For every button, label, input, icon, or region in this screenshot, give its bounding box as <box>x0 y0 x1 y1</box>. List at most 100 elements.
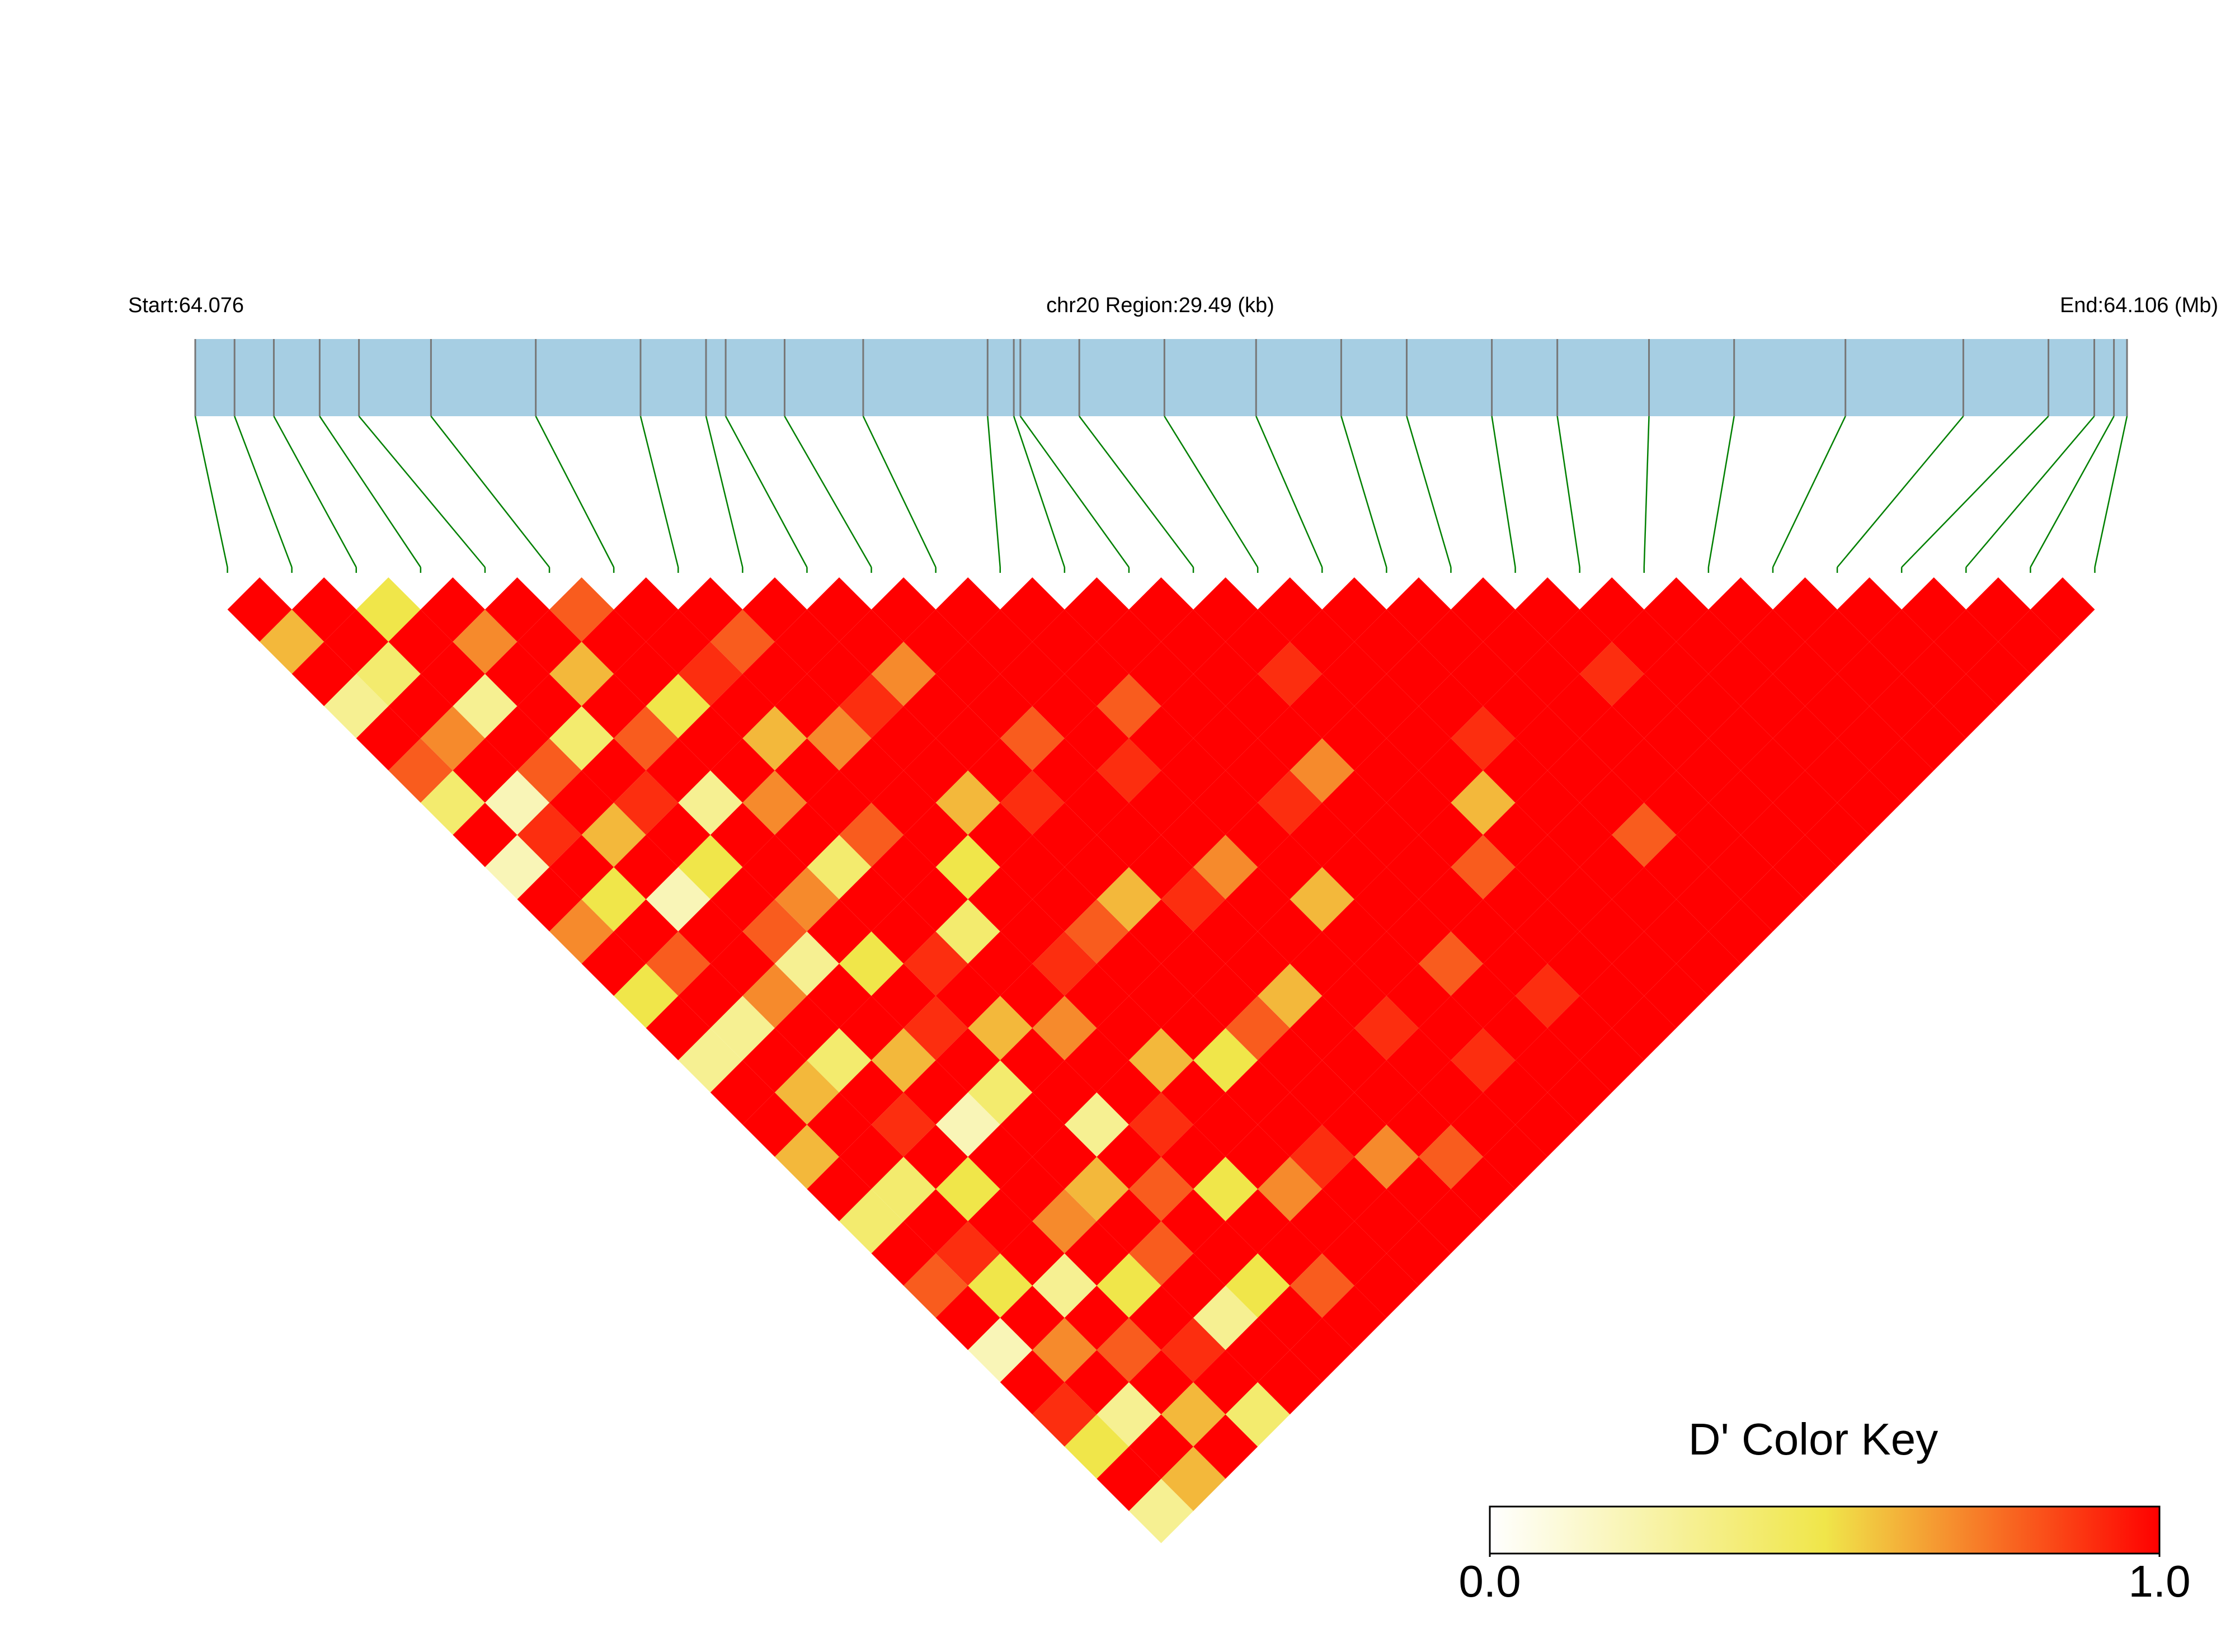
snp-link <box>430 416 550 568</box>
ld-cell <box>1805 609 1870 674</box>
snp-link <box>1164 416 1259 568</box>
ld-cell <box>581 867 646 932</box>
ld-cell <box>1161 1382 1226 1447</box>
ld-cell <box>1579 770 1644 835</box>
ld-cell <box>1258 963 1323 1028</box>
ld-cell <box>1225 1253 1290 1318</box>
ld-cell <box>742 770 807 835</box>
key-tick-label: 0.0 <box>1458 1556 1521 1606</box>
ld-cell <box>1128 706 1194 771</box>
ld-cell <box>678 1028 743 1093</box>
ld-cell <box>1161 1124 1226 1189</box>
ld-cell <box>871 1221 936 1286</box>
ld-cell <box>1354 1189 1419 1254</box>
ld-cell <box>1290 609 1354 674</box>
snp-link <box>1772 416 1846 568</box>
ld-cell <box>839 1124 904 1189</box>
ld-cell <box>1451 706 1516 771</box>
ld-cell <box>517 609 582 674</box>
ld-cell <box>1579 642 1644 707</box>
snp-link <box>1491 416 1516 568</box>
ld-cell <box>678 899 743 964</box>
ld-cell <box>968 1189 1033 1254</box>
ld-cell <box>1128 1028 1194 1093</box>
ld-cell <box>1386 577 1451 642</box>
ld-cell <box>904 1060 968 1125</box>
ld-cell <box>1258 1286 1323 1350</box>
ld-cell <box>839 609 904 674</box>
snp-link <box>319 416 421 568</box>
ld-cell <box>420 642 485 707</box>
ld-cell <box>1128 1092 1194 1157</box>
ld-cell <box>1064 1286 1129 1350</box>
ld-cell <box>1483 996 1548 1061</box>
ld-cell <box>2030 577 2095 642</box>
ld-cell <box>1097 1382 1161 1447</box>
ld-cell <box>839 674 904 738</box>
ld-cell <box>1258 1156 1323 1221</box>
ld-cell <box>1708 899 1773 964</box>
ld-cell <box>742 899 807 964</box>
ld-cell <box>1644 835 1709 900</box>
ld-cell <box>1933 609 1998 674</box>
ld-cell <box>1225 1317 1290 1382</box>
ld-cell <box>1032 1124 1097 1189</box>
ld-cell <box>356 577 421 642</box>
ld-cell <box>1128 1350 1194 1415</box>
ld-cell <box>1483 1060 1548 1125</box>
ld-cell <box>549 577 614 642</box>
ld-cell <box>1451 835 1516 900</box>
color-key <box>1489 1505 2161 1555</box>
snp-link <box>358 416 486 568</box>
snp-link <box>784 416 872 568</box>
ld-cell <box>1225 738 1290 803</box>
ld-cell <box>1547 931 1612 996</box>
ld-cell <box>1386 770 1451 835</box>
ld-cell <box>1290 1189 1354 1254</box>
ld-cell <box>453 609 517 674</box>
snp-link <box>1965 416 2095 568</box>
ld-cell <box>1161 1317 1226 1382</box>
ld-cell <box>1290 738 1354 803</box>
ld-cell <box>1064 770 1129 835</box>
ld-cell <box>1772 642 1838 707</box>
ld-cell <box>904 738 968 803</box>
ld-cell <box>1290 867 1354 932</box>
ld-cell <box>1322 963 1387 1028</box>
ld-cell <box>1740 609 1805 674</box>
ld-cell <box>1612 609 1677 674</box>
ld-cell <box>1418 931 1483 996</box>
ld-cell <box>1000 577 1065 642</box>
ld-cell <box>1902 706 1966 771</box>
ld-cell <box>1644 642 1709 707</box>
ld-cell <box>678 642 743 707</box>
ld-cell <box>807 577 872 642</box>
ld-cell <box>581 738 646 803</box>
ld-cell <box>1386 706 1451 771</box>
ld-cell <box>1515 1092 1580 1157</box>
ld-cell <box>1612 674 1677 738</box>
ld-cell <box>1451 642 1516 707</box>
ld-cell <box>1869 674 1934 738</box>
ld-cell <box>839 931 904 996</box>
ld-cell <box>807 1092 872 1157</box>
ld-cell <box>1676 931 1741 996</box>
ld-cell <box>517 738 582 803</box>
ld-cell <box>1418 1124 1483 1189</box>
ld-cell <box>904 609 968 674</box>
ld-cell <box>1225 1382 1290 1447</box>
ld-cell <box>935 1221 1000 1286</box>
ld-cell <box>1740 867 1805 932</box>
ld-cell <box>356 706 421 771</box>
ld-cell <box>1064 642 1129 707</box>
ld-cell <box>1483 931 1548 996</box>
ld-cell <box>1547 802 1612 867</box>
ld-cell <box>484 706 550 771</box>
ld-cell <box>581 609 646 674</box>
ld-cell <box>871 577 936 642</box>
ld-cell <box>1998 609 2063 674</box>
ld-cell <box>484 577 550 642</box>
ld-cell <box>1708 577 1773 642</box>
ld-cell <box>1064 899 1129 964</box>
ld-cell <box>742 642 807 707</box>
